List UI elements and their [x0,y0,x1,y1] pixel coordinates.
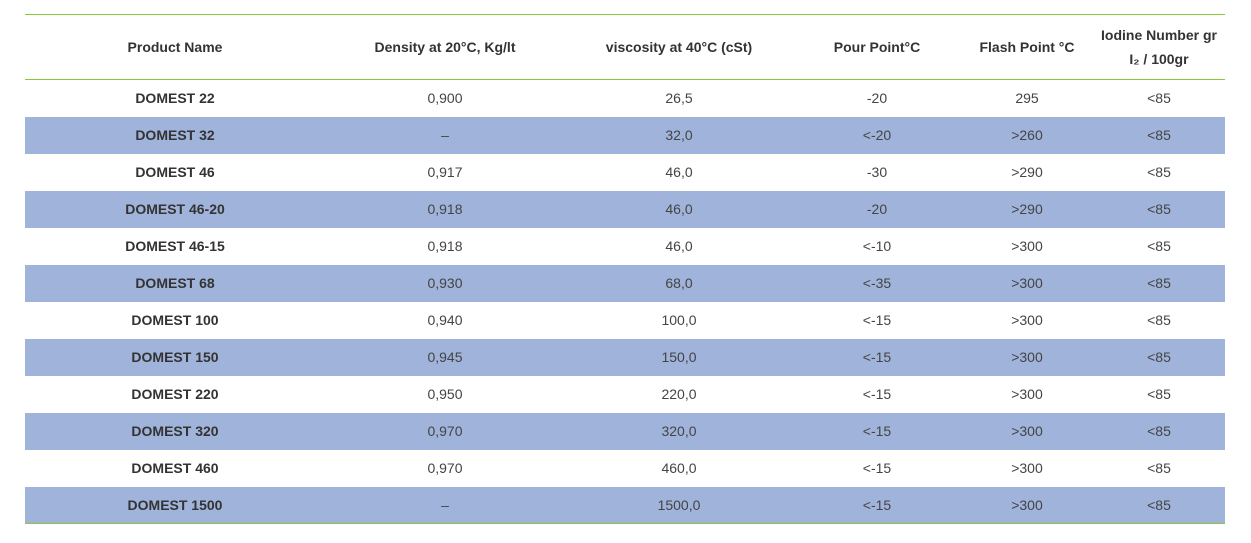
table-cell: <-15 [862,496,892,513]
table-cell: 0,918 [427,201,463,217]
table-cell: 32,0 [665,127,693,143]
table-cell: >300 [1011,423,1043,439]
table-cell: -20 [866,90,888,107]
table-cell: 26,5 [665,90,693,107]
column-header: viscosity at 40°C (cSt) [605,39,753,55]
product-name: DOMEST 150 [131,349,219,365]
table-cell: >260 [1011,127,1043,143]
product-name: DOMEST 460 [131,460,219,476]
table-cell: -30 [866,164,888,180]
table-row: DOMEST 46 0,917 46,0 -30 >290 <85 [25,154,1225,191]
product-table: Product Name Density at 20°C, Kg/lt viscos… [25,14,1225,524]
table-cell: >290 [1011,164,1043,180]
product-name: DOMEST 46-20 [125,201,225,217]
table-row: DOMEST 32 – 32,0 <-20 >260 <85 [25,116,1225,154]
table-cell: 68,0 [665,275,693,291]
table-cell: >300 [1011,275,1043,291]
table-row: DOMEST 1500 – 1500,0 <-15 >300 <85 [25,486,1225,524]
table-cell: <85 [1147,496,1171,513]
table-cell: <-15 [862,386,892,402]
table-cell: >300 [1011,460,1043,476]
table-cell: 0,970 [427,460,463,476]
table-cell: <85 [1147,201,1171,217]
table-cell: 460,0 [661,460,697,476]
product-name: DOMEST 220 [131,386,219,402]
table-row: DOMEST 68 0,930 68,0 <-35 >300 <85 [25,264,1225,302]
product-name: DOMEST 320 [131,423,219,439]
product-name: DOMEST 32 [135,127,215,143]
table-cell: 0,917 [427,164,463,180]
table-cell: <85 [1147,423,1171,439]
column-header: Iodine Number gr I₂ / 100gr [1101,27,1217,67]
table-cell: <85 [1147,312,1171,328]
table-cell: <85 [1147,349,1171,365]
table-cell: 0,970 [427,423,463,439]
table-cell: 46,0 [665,238,693,254]
table-body: DOMEST 22 0,900 26,5 -20 295 <85 DOMEST 32 – 32,… [25,80,1225,524]
table-cell: <-15 [862,312,892,328]
table-cell: 46,0 [665,201,693,217]
table-cell: >300 [1011,496,1043,513]
table-row: DOMEST 460 0,970 460,0 <-15 >300 <85 [25,450,1225,487]
table-row: DOMEST 320 0,970 320,0 <-15 >300 <85 [25,412,1225,450]
table-row: DOMEST 46-20 0,918 46,0 -20 >290 <85 [25,190,1225,228]
table-cell: -20 [866,201,888,217]
table-row: DOMEST 100 0,940 100,0 <-15 >300 <85 [25,302,1225,339]
product-name: DOMEST 68 [135,275,215,291]
column-header: Flash Point °C [979,39,1075,55]
table-cell: <85 [1147,238,1171,254]
table-row: DOMEST 150 0,945 150,0 <-15 >300 <85 [25,338,1225,376]
header-row: Product Name Density at 20°C, Kg/lt viscos… [25,14,1225,80]
table-cell: <-20 [862,127,892,143]
column-header: Product Name [127,39,223,55]
table-cell: 0,945 [427,349,463,365]
table-row: DOMEST 220 0,950 220,0 <-15 >300 <85 [25,376,1225,413]
table-cell: 0,930 [427,275,463,291]
table-cell: >300 [1011,238,1043,254]
table-cell: >300 [1011,349,1043,365]
product-name: DOMEST 46 [135,164,215,180]
table-cell: – [441,127,449,143]
table-cell: 1500,0 [657,496,701,513]
product-name: DOMEST 1500 [127,496,223,513]
table-cell: <85 [1147,386,1171,402]
table-cell: 320,0 [661,423,697,439]
table-cell: <85 [1147,164,1171,180]
table-cell: 100,0 [661,312,697,328]
table-cell: <-15 [862,460,892,476]
table-cell: 295 [1015,90,1039,107]
product-name: DOMEST 100 [131,312,219,328]
table-head: Product Name Density at 20°C, Kg/lt viscos… [25,14,1225,80]
column-header: Pour Point°C [833,39,921,55]
table-cell: 220,0 [661,386,697,402]
table-cell: <85 [1147,90,1171,107]
table-row: DOMEST 22 0,900 26,5 -20 295 <85 [25,80,1225,117]
table-cell: 46,0 [665,164,693,180]
table-cell: – [441,496,449,513]
table-cell: 0,950 [427,386,463,402]
table-cell: 0,918 [427,238,463,254]
table-cell: 150,0 [661,349,697,365]
table-cell: <-15 [862,349,892,365]
table-row: DOMEST 46-15 0,918 46,0 <-10 >300 <85 [25,228,1225,265]
table-cell: <-35 [862,275,892,291]
table-cell: >300 [1011,386,1043,402]
table-cell: >300 [1011,312,1043,328]
table-cell: <85 [1147,460,1171,476]
table-cell: 0,940 [427,312,463,328]
table-cell: 0,900 [427,90,463,107]
table-cell: <85 [1147,127,1171,143]
product-name: DOMEST 46-15 [125,238,225,254]
table-cell: <85 [1147,275,1171,291]
table-cell: <-10 [862,238,892,254]
product-name: DOMEST 22 [135,90,215,107]
table-cell: >290 [1011,201,1043,217]
table-cell: <-15 [862,423,892,439]
column-header: Density at 20°C, Kg/lt [374,39,516,55]
